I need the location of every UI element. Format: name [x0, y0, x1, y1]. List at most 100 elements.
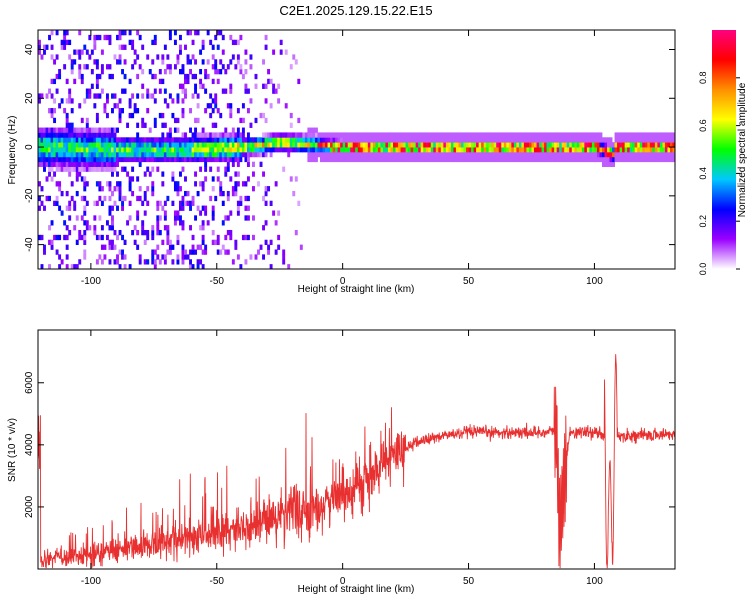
heatmap-cell [536, 142, 540, 148]
heatmap-cell [221, 142, 225, 148]
heatmap-cell [279, 147, 283, 153]
heatmap-cell [657, 147, 661, 153]
heatmap-cell [118, 117, 122, 124]
heatmap-cell [400, 151, 404, 158]
heatmap-cell [267, 249, 271, 255]
heatmap-cell [503, 147, 507, 153]
heatmap-cell [73, 137, 77, 143]
heatmap-cell [330, 132, 333, 138]
heatmap-cell [103, 137, 107, 143]
heatmap-cell [211, 215, 215, 221]
heatmap-cell [156, 205, 160, 211]
heatmap-cell [496, 156, 500, 163]
heatmap-cell [277, 210, 281, 216]
heatmap-cell [75, 166, 79, 172]
heatmap-cell [468, 151, 472, 158]
heatmap-cell [466, 137, 469, 143]
heatmap-cell [561, 156, 565, 163]
heatmap-cell [340, 151, 344, 158]
heatmap-cell [194, 137, 198, 143]
heatmap-cell [163, 142, 167, 148]
heatmap-cell [496, 151, 500, 158]
heatmap-cell [589, 137, 593, 143]
heatmap-cell [105, 137, 109, 143]
heatmap-cell [236, 137, 240, 143]
heatmap-cell [166, 229, 170, 236]
heatmap-cell [350, 147, 354, 153]
heatmap-cell [614, 156, 618, 163]
heatmap-cell [385, 142, 389, 148]
heatmap-cell [171, 259, 175, 265]
heatmap-cell [168, 156, 172, 163]
heatmap-cell [498, 147, 502, 153]
heatmap-cell [173, 142, 177, 148]
heatmap-cell [594, 156, 598, 163]
heatmap-cell [395, 151, 399, 158]
heatmap-cell [55, 161, 59, 167]
heatmap-cell [262, 171, 265, 177]
heatmap-cell [528, 137, 532, 143]
heatmap-cell [327, 142, 331, 148]
heatmap-cell [531, 151, 535, 158]
heatmap-cell [219, 249, 223, 255]
heatmap-cell [206, 156, 210, 163]
heatmap-cell [274, 137, 278, 143]
heatmap-cell [589, 147, 593, 153]
heatmap-cell [118, 181, 122, 187]
heatmap-cell [168, 132, 172, 138]
heatmap-cell [53, 78, 57, 85]
heatmap-cell [476, 142, 480, 148]
heatmap-cell [357, 142, 361, 148]
heatmap-cell [83, 249, 87, 255]
heatmap-cell [234, 239, 238, 246]
heatmap-cell [209, 39, 213, 46]
heatmap-cell [78, 137, 82, 143]
heatmap-cell [58, 205, 62, 211]
heatmap-cell [224, 88, 228, 94]
heatmap-cell [229, 108, 233, 114]
heatmap-cell [571, 156, 575, 163]
heatmap-cell [398, 156, 401, 163]
heatmap-cell [637, 147, 641, 153]
heatmap-cell [98, 254, 102, 260]
heatmap-cell [100, 156, 104, 163]
heatmap-cell [380, 147, 384, 153]
heatmap-cell [352, 142, 356, 148]
heatmap-cell [559, 156, 563, 163]
heatmap-cell [128, 264, 132, 269]
heatmap-cell [68, 205, 72, 211]
heatmap-cell [216, 132, 220, 138]
heatmap-cell [216, 30, 220, 36]
heatmap-cell [269, 264, 273, 269]
heatmap-cell [196, 132, 200, 138]
heatmap-cell [221, 220, 225, 226]
heatmap-cell [239, 132, 243, 138]
heatmap-cell [342, 142, 346, 148]
heatmap-cell [123, 151, 127, 158]
heatmap-cell [294, 147, 298, 153]
heatmap-cell [458, 142, 462, 148]
heatmap-cell [68, 166, 72, 172]
heatmap-cell [63, 151, 67, 158]
heatmap-cell [438, 147, 442, 153]
heatmap-cell [75, 151, 79, 158]
heatmap-cell [161, 254, 165, 260]
heatmap-cell [204, 73, 208, 80]
colorbar-label: Normalized spectral amplitude [737, 82, 748, 217]
heatmap-cell [90, 69, 94, 75]
heatmap-cell [513, 147, 517, 153]
heatmap-cell [153, 151, 157, 158]
heatmap-cell [622, 137, 626, 143]
heatmap-cell [211, 44, 215, 50]
heatmap-cell [267, 186, 271, 192]
heatmap-cell [380, 156, 384, 163]
heatmap-cell [95, 127, 99, 133]
heatmap-cell [455, 137, 459, 143]
heatmap-cell [194, 59, 198, 65]
heatmap-cell [161, 239, 165, 246]
heatmap-cell [229, 132, 233, 138]
heatmap-cell [48, 264, 51, 269]
heatmap-cell [357, 132, 361, 138]
heatmap-cell [138, 137, 142, 143]
heatmap-cell [317, 137, 321, 143]
